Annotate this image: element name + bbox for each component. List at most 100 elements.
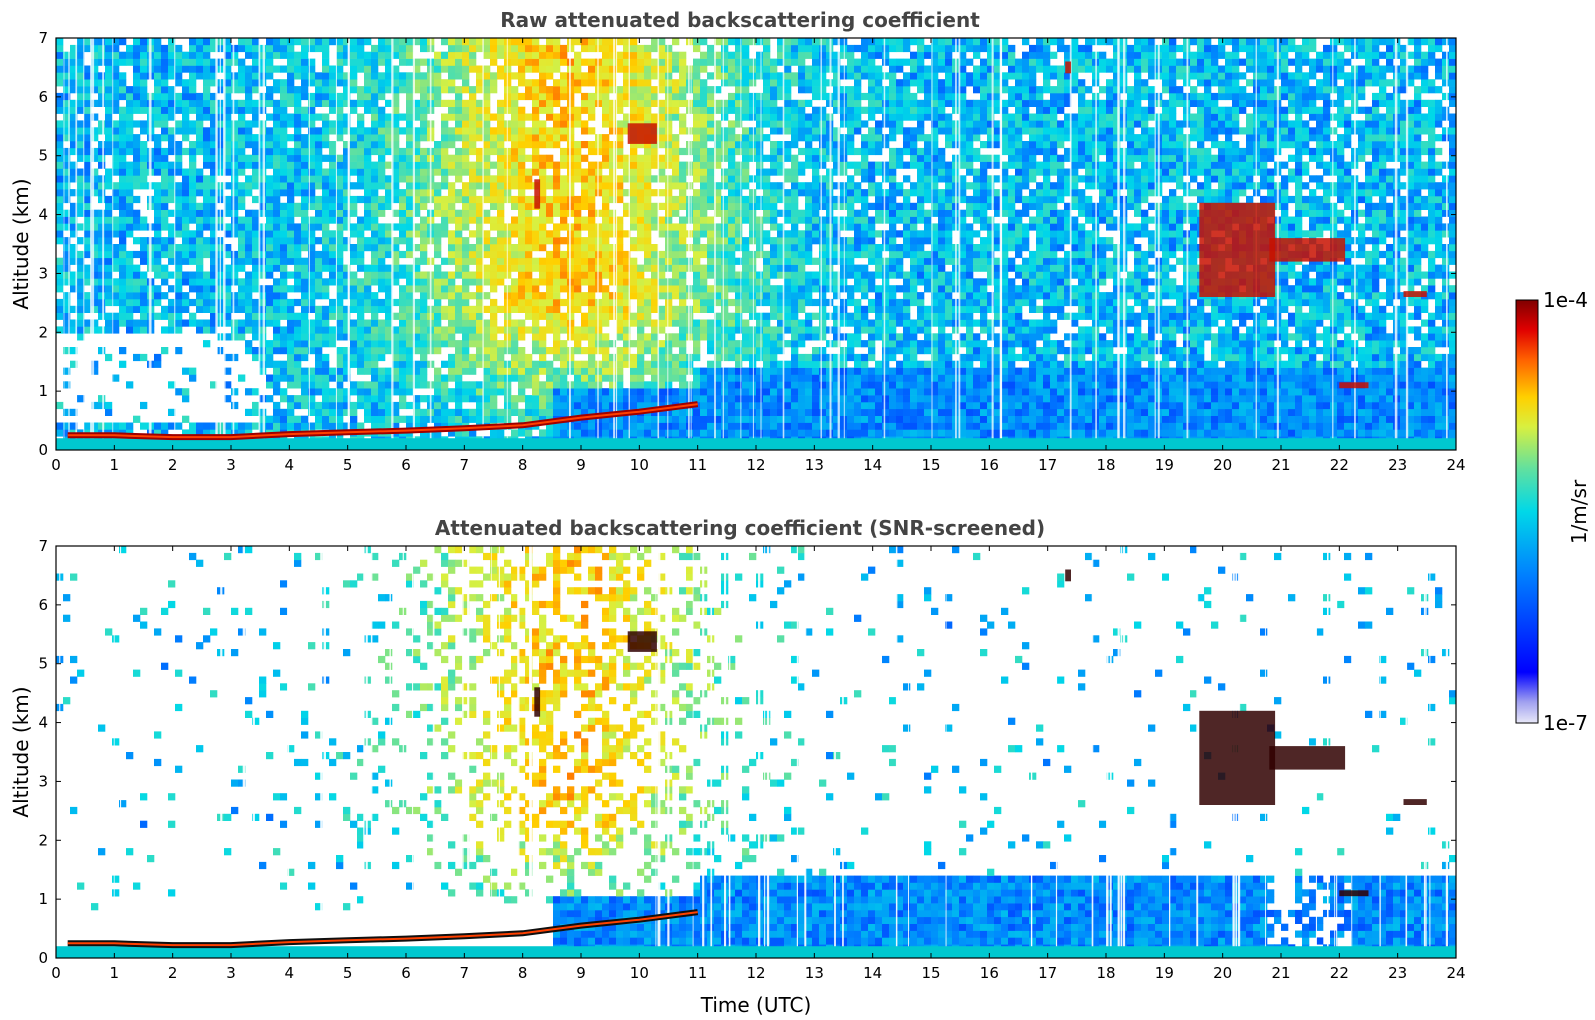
heatmap-cell bbox=[560, 367, 568, 375]
heatmap-cell bbox=[336, 120, 344, 128]
heatmap-cell bbox=[343, 147, 351, 156]
heatmap-cell bbox=[84, 189, 92, 197]
heatmap-cell bbox=[462, 326, 470, 334]
heatmap-cell bbox=[364, 408, 372, 416]
heatmap-cell bbox=[630, 79, 638, 87]
heatmap-cell bbox=[357, 381, 365, 389]
heatmap-cell bbox=[308, 161, 316, 169]
heatmap-cell bbox=[588, 141, 596, 149]
heatmap-cell bbox=[420, 79, 428, 87]
heatmap-cell bbox=[273, 134, 281, 142]
heatmap-cell bbox=[749, 388, 757, 396]
heatmap-cell bbox=[462, 58, 470, 66]
heatmap-cell bbox=[287, 147, 295, 156]
heatmap-cell bbox=[364, 127, 372, 135]
heatmap-cell bbox=[231, 72, 239, 80]
heatmap-cell bbox=[721, 154, 729, 162]
heatmap-cell bbox=[490, 195, 498, 204]
heatmap-cell bbox=[448, 141, 456, 149]
heatmap-cell bbox=[266, 38, 274, 46]
heatmap-cell bbox=[406, 154, 414, 162]
heatmap-cell bbox=[392, 422, 400, 430]
heatmap-cell bbox=[532, 305, 540, 313]
heatmap-cell bbox=[546, 374, 554, 382]
heatmap-cell bbox=[560, 86, 568, 94]
heatmap-cell bbox=[280, 415, 288, 423]
heatmap-cell bbox=[294, 360, 302, 368]
heatmap-cell bbox=[301, 292, 309, 300]
heatmap-cell bbox=[679, 65, 687, 73]
heatmap-cell bbox=[770, 415, 778, 423]
heatmap-cell bbox=[189, 285, 197, 293]
heatmap-cell bbox=[441, 65, 449, 73]
heatmap-cell bbox=[574, 340, 582, 348]
heatmap-cell bbox=[448, 209, 456, 217]
heatmap-cell bbox=[406, 347, 414, 355]
heatmap-cell bbox=[623, 326, 631, 334]
heatmap-cell bbox=[112, 285, 120, 293]
heatmap-cell bbox=[581, 44, 589, 53]
heatmap-cell bbox=[539, 395, 547, 403]
heatmap-cell bbox=[483, 216, 491, 224]
heatmap-cell bbox=[210, 381, 218, 389]
heatmap-cell bbox=[581, 326, 589, 334]
heatmap-cell bbox=[357, 141, 365, 149]
heatmap-cell bbox=[637, 347, 645, 355]
heatmap-cell bbox=[140, 250, 148, 259]
heatmap-cell bbox=[637, 429, 645, 437]
heatmap-cell bbox=[315, 264, 323, 272]
heatmap-cell bbox=[602, 65, 610, 73]
heatmap-cell bbox=[336, 134, 344, 142]
heatmap-cell bbox=[98, 86, 106, 94]
heatmap-cell bbox=[490, 319, 498, 327]
heatmap-cell bbox=[735, 347, 743, 355]
heatmap-cell bbox=[91, 367, 99, 375]
heatmap-cell bbox=[462, 312, 470, 320]
heatmap-cell bbox=[119, 264, 127, 272]
heatmap-cell bbox=[245, 106, 253, 114]
heatmap-cell bbox=[763, 292, 771, 300]
heatmap-cell bbox=[420, 120, 428, 128]
heatmap-cell bbox=[266, 99, 274, 107]
heatmap-cell bbox=[693, 381, 701, 389]
heatmap-cell bbox=[63, 99, 71, 107]
heatmap-cell bbox=[252, 175, 260, 183]
heatmap-cell bbox=[224, 292, 232, 300]
heatmap-cell bbox=[210, 429, 218, 437]
heatmap-cell bbox=[294, 374, 302, 382]
heatmap-cell bbox=[574, 326, 582, 334]
heatmap-cell bbox=[476, 360, 484, 368]
heatmap-cell bbox=[336, 168, 344, 176]
heatmap-cell bbox=[245, 298, 253, 307]
heatmap-cell bbox=[378, 401, 386, 410]
heatmap-cell bbox=[616, 347, 624, 355]
heatmap-cell bbox=[623, 161, 631, 169]
heatmap-cell bbox=[658, 264, 666, 272]
heatmap-cell bbox=[476, 305, 484, 313]
heatmap-cell bbox=[665, 216, 673, 224]
heatmap-cell bbox=[560, 326, 568, 334]
heatmap-cell bbox=[462, 147, 470, 156]
heatmap-cell bbox=[189, 230, 197, 238]
heatmap-cell bbox=[749, 92, 757, 101]
heatmap-cell bbox=[161, 58, 169, 66]
heatmap-cell bbox=[651, 360, 659, 368]
heatmap-cell bbox=[658, 292, 666, 300]
heatmap-cell bbox=[140, 51, 148, 59]
heatmap-cell bbox=[532, 141, 540, 149]
heatmap-cell bbox=[371, 340, 379, 348]
heatmap-cell bbox=[742, 195, 750, 204]
heatmap-cell bbox=[210, 250, 218, 259]
heatmap-cell bbox=[350, 209, 358, 217]
heatmap-cell bbox=[623, 168, 631, 176]
heatmap-cell bbox=[203, 319, 211, 327]
heatmap-cell bbox=[609, 72, 617, 80]
heatmap-cell bbox=[770, 360, 778, 368]
heatmap-cell bbox=[70, 230, 78, 238]
heatmap-cell bbox=[525, 237, 533, 245]
heatmap-cell bbox=[350, 326, 358, 334]
heatmap-cell bbox=[483, 189, 491, 197]
heatmap-cell bbox=[140, 58, 148, 66]
heatmap-cell bbox=[420, 298, 428, 307]
heatmap-cell bbox=[546, 422, 554, 430]
